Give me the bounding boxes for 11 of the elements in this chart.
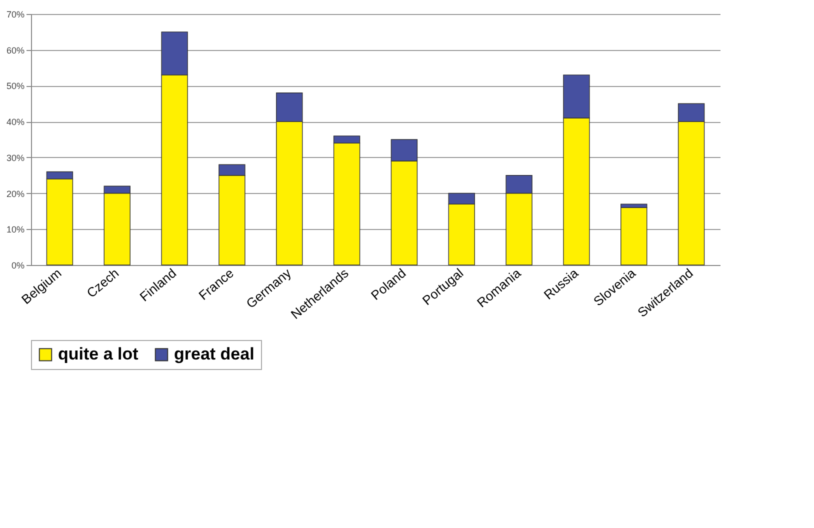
legend-label: great deal xyxy=(174,344,254,364)
bar xyxy=(620,207,648,266)
y-tick-label: 10% xyxy=(6,224,24,235)
y-tick-label: 20% xyxy=(6,188,24,199)
y-tick-label: 30% xyxy=(6,152,24,163)
y-tick-label: 50% xyxy=(6,81,24,92)
y-tick-label: 0% xyxy=(11,260,24,270)
legend-label: quite a lot xyxy=(58,344,139,364)
y-tick-label: 40% xyxy=(6,117,24,128)
y-tick-label: 70% xyxy=(6,10,24,20)
y-tick-label: 60% xyxy=(6,45,24,56)
